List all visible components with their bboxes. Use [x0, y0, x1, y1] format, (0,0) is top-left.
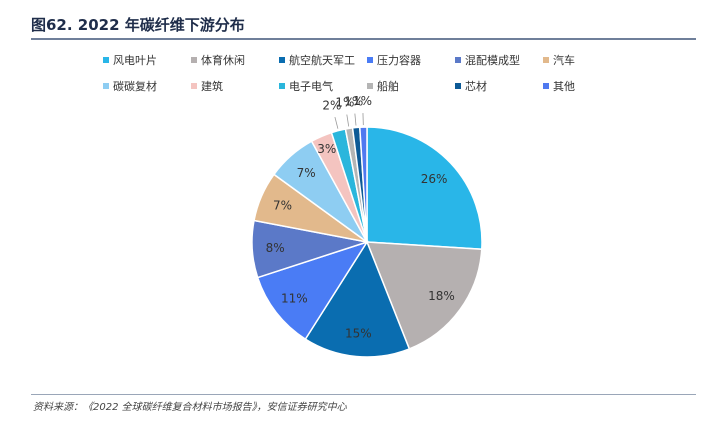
legend-swatch — [103, 57, 109, 63]
legend-label: 风电叶片 — [113, 54, 157, 67]
legend-swatch — [455, 83, 461, 89]
legend-swatch — [367, 83, 373, 89]
legend-item: 船舶 — [367, 78, 455, 94]
legend-label: 航空航天军工 — [289, 54, 355, 67]
legend-label: 混配模成型 — [465, 54, 520, 67]
slice-label: 11% — [281, 291, 308, 305]
legend-swatch — [455, 57, 461, 63]
slice-label: 15% — [345, 327, 372, 341]
source-note: 资料来源：《2022 全球碳纤维复合材料市场报告》，安信证券研究中心 — [33, 402, 347, 413]
slice-label: 7% — [273, 198, 292, 212]
legend-label: 电子电气 — [289, 80, 333, 93]
legend-item: 汽车 — [543, 52, 631, 68]
legend-label: 建筑 — [201, 80, 223, 93]
pie-slice — [366, 126, 483, 251]
slice-label: 18% — [428, 289, 455, 303]
leader-line — [354, 113, 357, 126]
legend-item: 碳碳复材 — [103, 78, 191, 94]
legend-label: 压力容器 — [377, 54, 421, 67]
legend-label: 汽车 — [553, 54, 575, 67]
legend-item: 体育休闲 — [191, 52, 279, 68]
legend-item: 航空航天军工 — [279, 52, 367, 68]
legend-item: 建筑 — [191, 78, 279, 94]
legend-item: 芯材 — [455, 78, 543, 94]
title-divider — [31, 38, 696, 40]
pie-slice — [256, 240, 369, 341]
legend-label: 芯材 — [465, 80, 487, 93]
pie-slice — [304, 240, 411, 358]
slice-label: 8% — [266, 241, 285, 255]
slice-label: 1% — [335, 96, 354, 110]
legend-swatch — [367, 57, 373, 63]
slice-label: 1% — [344, 95, 363, 109]
legend-label: 碳碳复材 — [113, 80, 157, 93]
leader-line — [334, 116, 339, 129]
pie-slice — [358, 126, 368, 243]
legend-swatch — [543, 83, 549, 89]
legend-item: 混配模成型 — [455, 52, 543, 68]
leader-line — [346, 114, 350, 127]
slice-label: 2% — [322, 98, 341, 112]
slice-label: 7% — [297, 166, 316, 180]
legend-label: 体育休闲 — [201, 54, 245, 67]
cut-off-body-text — [33, 432, 711, 441]
legend-swatch — [191, 57, 197, 63]
legend-item: 电子电气 — [279, 78, 367, 94]
slice-label: 3% — [317, 142, 336, 156]
legend-label: 其他 — [553, 80, 575, 93]
legend-item: 其他 — [543, 78, 631, 94]
figure-title: 图62. 2022 年碳纤维下游分布 — [31, 16, 245, 34]
legend-label: 船舶 — [377, 80, 399, 93]
slice-label: 1% — [353, 94, 372, 108]
legend-swatch — [279, 83, 285, 89]
source-divider — [31, 394, 696, 395]
legend-swatch — [279, 57, 285, 63]
legend-swatch — [103, 83, 109, 89]
legend-swatch — [191, 83, 197, 89]
slice-label: 26% — [421, 172, 448, 186]
chart-legend: 风电叶片 体育休闲 航空航天军工 压力容器 混配模成型 汽车碳碳复材 建筑 电子电气 船舶 芯材 其… — [103, 52, 663, 94]
legend-swatch — [543, 57, 549, 63]
legend-item: 风电叶片 — [103, 52, 191, 68]
pie-slice — [365, 241, 483, 350]
legend-item: 压力容器 — [367, 52, 455, 68]
